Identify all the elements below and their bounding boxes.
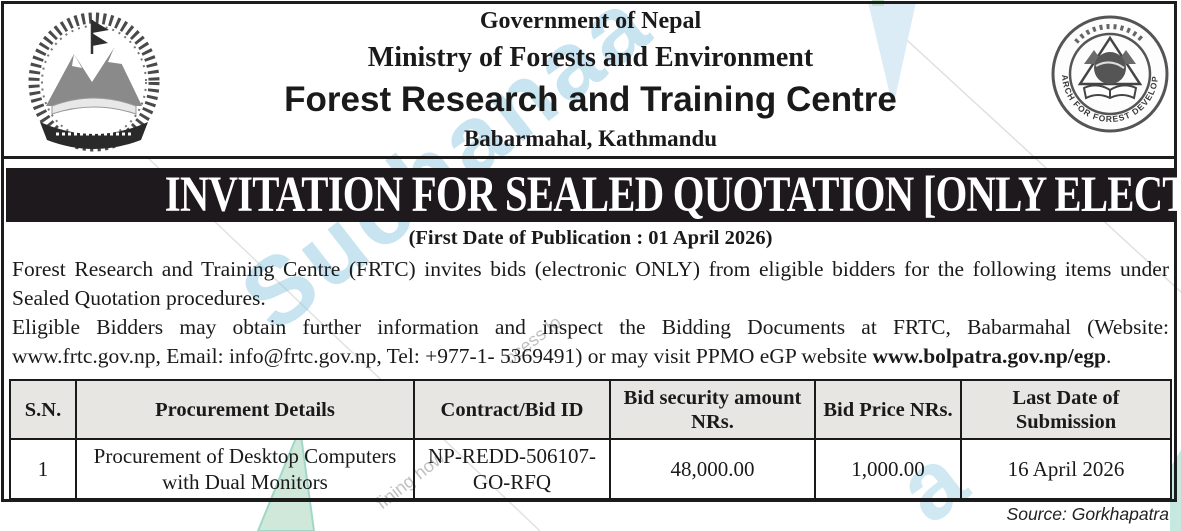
cell-bid-security: 48,000.00: [609, 438, 816, 500]
table-row: 1 Procurement of Desktop Computers with …: [9, 438, 1172, 500]
cell-contract-id: NP-REDD-506107-GO-RFQ: [413, 438, 611, 500]
publication-date-line: (First Date of Publication : 01 April 20…: [408, 227, 773, 249]
col-header-bid-security: Bid security amount NRs.: [609, 379, 816, 440]
nepal-government-emblem-icon: [28, 12, 160, 152]
ministry-title: Ministry of Forests and Environment: [367, 42, 814, 73]
government-title: Government of Nepal: [479, 8, 702, 34]
col-header-details: Procurement Details: [75, 379, 415, 440]
col-header-contract-id: Contract/Bid ID: [413, 379, 611, 440]
col-header-bid-price: Bid Price NRs.: [814, 379, 962, 440]
header-divider: [1, 156, 1177, 159]
cell-details: Procurement of Desktop Computers with Du…: [75, 438, 415, 500]
details-paragraph: Eligible Bidders may obtain further info…: [12, 313, 1169, 370]
table-header-row: S.N. Procurement Details Contract/Bid ID…: [9, 379, 1172, 440]
details-text-end: .: [1106, 343, 1112, 368]
procurement-table: S.N. Procurement Details Contract/Bid ID…: [9, 379, 1172, 500]
address-line: Babarmahal, Kathmandu: [463, 126, 718, 151]
cell-bid-price: 1,000.00: [814, 438, 962, 500]
cell-last-date: 16 April 2026: [960, 438, 1172, 500]
source-credit: Source: Gorkhapatra: [1006, 504, 1169, 524]
centre-title: Forest Research and Training Centre: [284, 80, 897, 119]
cell-sn: 1: [9, 438, 77, 500]
col-header-sn: S.N.: [9, 379, 77, 440]
invitation-banner: INVITATION FOR SEALED QUOTATION [ONLY EL…: [6, 168, 1181, 222]
intro-paragraph: Forest Research and Training Centre (FRT…: [12, 257, 1169, 310]
egp-website-url: www.bolpatra.gov.np/egp: [872, 343, 1107, 368]
col-header-last-date: Last Date of Submission: [960, 379, 1172, 440]
invitation-banner-title: INVITATION FOR SEALED QUOTATION [ONLY EL…: [164, 167, 1181, 223]
